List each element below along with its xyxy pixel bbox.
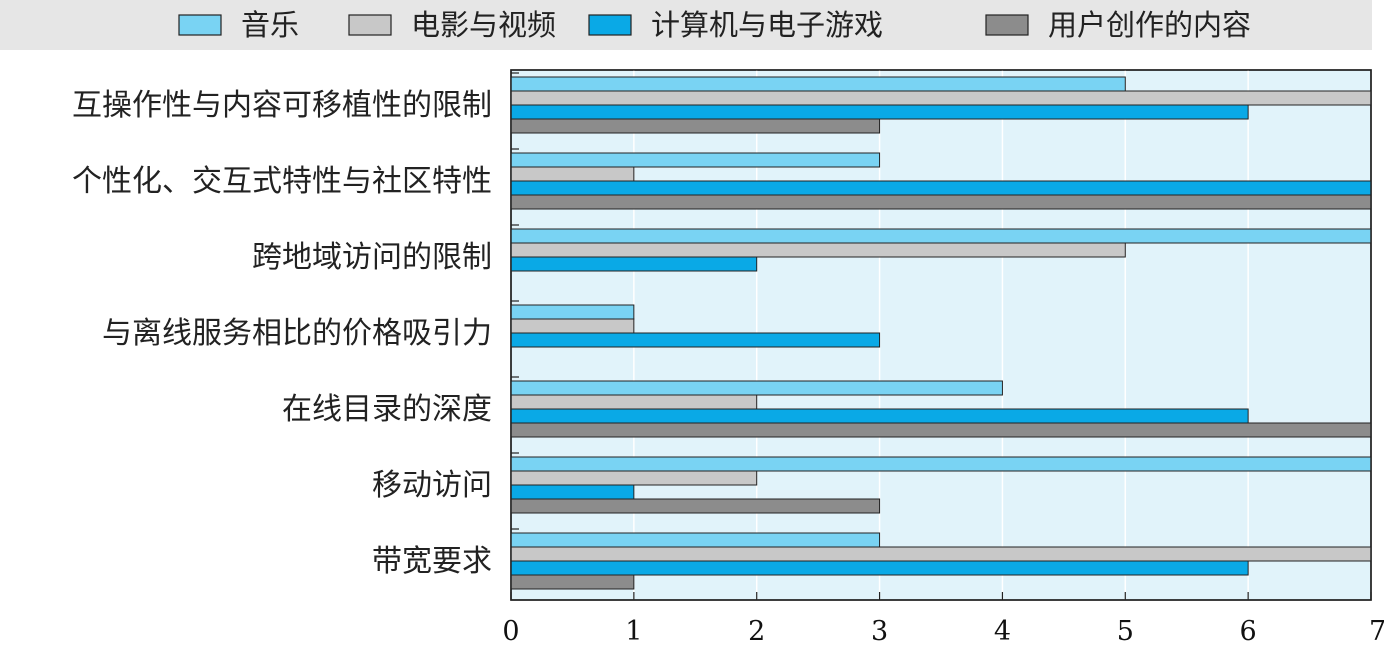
bar-0-2 xyxy=(510,104,1249,120)
legend: 音乐 电影与视频 计算机与电子游戏 用户创作的内容 xyxy=(178,8,1251,42)
category-label-3: 与离线服务相比的价格吸引力 xyxy=(102,316,492,351)
x-tick-label-7: 7 xyxy=(1369,616,1384,647)
bar-5-3 xyxy=(510,498,881,514)
bar-5-0 xyxy=(510,456,1372,472)
legend-swatch-3 xyxy=(985,14,1029,36)
bar-5-1 xyxy=(510,470,758,486)
bar-1-3 xyxy=(510,194,1372,210)
bar-6-1 xyxy=(510,546,1372,562)
legend-label-0: 音乐 xyxy=(241,8,299,42)
bar-1-1 xyxy=(510,166,635,182)
legend-swatch-2 xyxy=(588,14,632,36)
x-axis: 0 1 2 3 4 5 6 7 xyxy=(502,72,1384,647)
bar-1-0 xyxy=(510,152,881,168)
x-tick-label-6: 6 xyxy=(1240,616,1257,647)
x-tick-label-0: 0 xyxy=(502,616,519,647)
legend-label-3: 用户创作的内容 xyxy=(1048,8,1251,42)
bar-1-2 xyxy=(510,180,1372,196)
legend-label-2: 计算机与电子游戏 xyxy=(651,8,883,42)
bar-2-2 xyxy=(510,256,758,272)
bar-6-3 xyxy=(510,574,635,590)
category-label-4: 在线目录的深度 xyxy=(282,392,492,427)
bar-4-2 xyxy=(510,408,1249,424)
legend-swatch-1 xyxy=(348,14,392,36)
x-tick-label-3: 3 xyxy=(871,616,888,647)
bar-3-0 xyxy=(510,304,635,320)
bar-0-3 xyxy=(510,118,881,134)
bar-6-2 xyxy=(510,560,1249,576)
legend-swatch-0 xyxy=(178,14,222,36)
bar-5-2 xyxy=(510,484,635,500)
bar-4-3 xyxy=(510,422,1372,438)
bar-2-1 xyxy=(510,242,1126,258)
plot-frame xyxy=(510,69,1372,601)
x-tick-label-4: 4 xyxy=(994,616,1011,647)
bar-2-0 xyxy=(510,228,1372,244)
bar-3-2 xyxy=(510,332,881,348)
bar-0-0 xyxy=(510,76,1126,92)
bar-3-1 xyxy=(510,318,635,334)
bar-0-1 xyxy=(510,90,1372,106)
category-label-6: 带宽要求 xyxy=(372,544,492,579)
category-label-0: 互操作性与内容可移植性的限制 xyxy=(72,88,492,123)
x-tick-label-5: 5 xyxy=(1117,616,1134,647)
x-tick-label-2: 2 xyxy=(748,616,765,647)
bars xyxy=(510,69,1372,601)
category-label-1: 个性化、交互式特性与社区特性 xyxy=(72,164,492,199)
category-labels: 互操作性与内容可移植性的限制个性化、交互式特性与社区特性跨地域访问的限制与离线服… xyxy=(72,88,492,579)
legend-background xyxy=(0,0,1372,50)
category-label-5: 移动访问 xyxy=(372,468,492,503)
bar-4-1 xyxy=(510,394,758,410)
x-tick-label-1: 1 xyxy=(625,616,642,647)
bar-4-0 xyxy=(510,380,1003,396)
bar-6-0 xyxy=(510,532,881,548)
category-label-2: 跨地域访问的限制 xyxy=(252,240,492,275)
legend-label-1: 电影与视频 xyxy=(411,8,556,42)
